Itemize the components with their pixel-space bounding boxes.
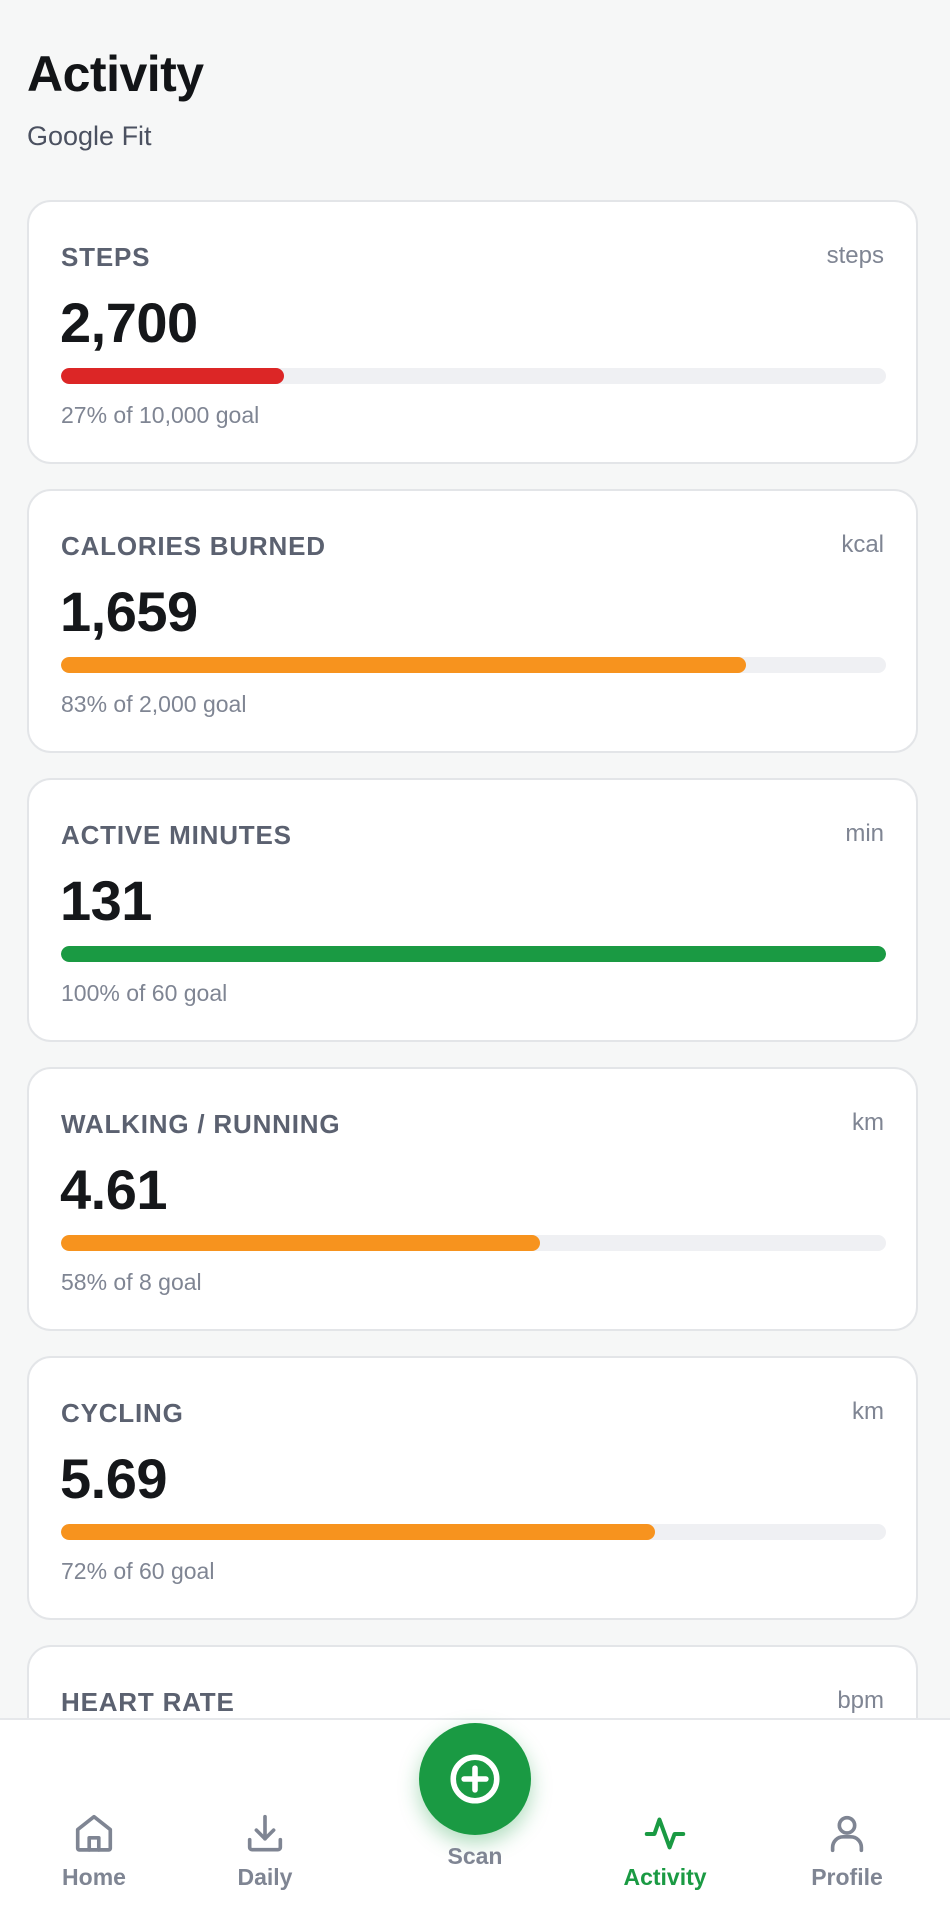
metric-card-steps[interactable]: STEPS steps 2,700 27% of 10,000 goal bbox=[27, 200, 918, 464]
metric-label: STEPS bbox=[61, 242, 151, 272]
metric-unit: bpm bbox=[837, 1687, 884, 1714]
page-header: Activity Google Fit bbox=[27, 44, 204, 152]
page-subtitle: Google Fit bbox=[27, 121, 152, 151]
metric-cards: STEPS steps 2,700 27% of 10,000 goal CAL… bbox=[27, 200, 918, 1924]
progress-track bbox=[61, 1235, 886, 1251]
metric-unit: km bbox=[852, 1398, 884, 1425]
progress-fill bbox=[61, 368, 284, 384]
metric-value: 4.61 bbox=[60, 1158, 168, 1221]
metric-goal: 27% of 10,000 goal bbox=[61, 402, 260, 428]
metric-card-cycling[interactable]: CYCLING km 5.69 72% of 60 goal bbox=[27, 1356, 918, 1620]
metric-label: WALKING / RUNNING bbox=[61, 1109, 341, 1139]
metric-unit: km bbox=[852, 1109, 884, 1136]
plus-circle-icon bbox=[450, 1754, 500, 1804]
home-icon bbox=[75, 1814, 113, 1852]
nav-label-daily: Daily bbox=[237, 1864, 293, 1890]
metric-card-calories[interactable]: CALORIES BURNED kcal 1,659 83% of 2,000 … bbox=[27, 489, 918, 753]
metric-card-walking-running[interactable]: WALKING / RUNNING km 4.61 58% of 8 goal bbox=[27, 1067, 918, 1331]
nav-label-home: Home bbox=[62, 1864, 126, 1890]
metric-value: 1,659 bbox=[60, 580, 198, 643]
progress-track bbox=[61, 1524, 886, 1540]
progress-fill bbox=[61, 1235, 540, 1251]
nav-activity[interactable]: Activity bbox=[595, 1810, 735, 1891]
metric-value: 2,700 bbox=[60, 291, 198, 354]
metric-goal: 83% of 2,000 goal bbox=[61, 691, 247, 717]
user-icon bbox=[830, 1815, 864, 1853]
metric-value: 5.69 bbox=[60, 1447, 168, 1510]
progress-track bbox=[61, 657, 886, 673]
scan-button[interactable]: Scan bbox=[405, 1723, 545, 1870]
metric-unit: kcal bbox=[841, 531, 884, 558]
metric-goal: 58% of 8 goal bbox=[61, 1269, 202, 1295]
download-icon bbox=[247, 1814, 283, 1852]
progress-fill bbox=[61, 657, 746, 673]
metric-goal: 100% of 60 goal bbox=[61, 980, 228, 1006]
metric-label: ACTIVE MINUTES bbox=[61, 820, 292, 850]
metric-label: CALORIES BURNED bbox=[61, 531, 326, 561]
scan-label: Scan bbox=[447, 1843, 503, 1869]
progress-fill bbox=[61, 946, 886, 962]
nav-label-profile: Profile bbox=[811, 1864, 883, 1890]
progress-track bbox=[61, 368, 886, 384]
metric-unit: steps bbox=[826, 242, 884, 269]
nav-home[interactable]: Home bbox=[24, 1810, 164, 1891]
page-title: Activity bbox=[27, 46, 204, 102]
nav-label-activity: Activity bbox=[623, 1864, 707, 1890]
progress-fill bbox=[61, 1524, 655, 1540]
progress-track bbox=[61, 946, 886, 962]
metric-label: CYCLING bbox=[61, 1398, 184, 1428]
activity-icon bbox=[644, 1817, 686, 1850]
nav-profile[interactable]: Profile bbox=[777, 1810, 917, 1891]
metric-card-active-minutes[interactable]: ACTIVE MINUTES min 131 100% of 60 goal bbox=[27, 778, 918, 1042]
nav-daily[interactable]: Daily bbox=[195, 1810, 335, 1891]
metric-label: HEART RATE bbox=[61, 1687, 235, 1717]
scan-fab[interactable] bbox=[419, 1723, 531, 1835]
metric-goal: 72% of 60 goal bbox=[61, 1558, 215, 1584]
metric-value: 131 bbox=[60, 869, 152, 932]
metric-unit: min bbox=[845, 820, 884, 847]
